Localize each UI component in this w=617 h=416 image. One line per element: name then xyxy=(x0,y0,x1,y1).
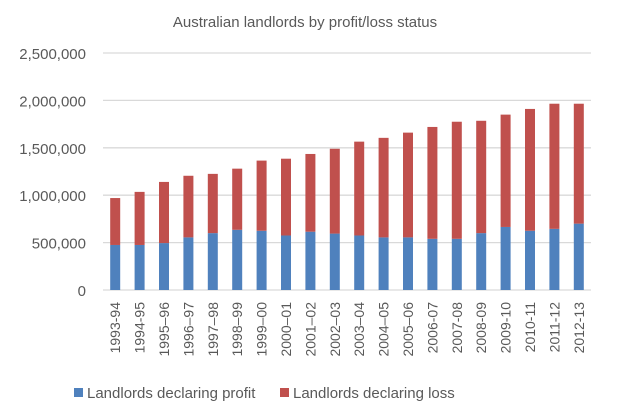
bars xyxy=(110,103,584,290)
y-tick-label: 1,500,000 xyxy=(19,141,86,158)
bar-loss xyxy=(134,191,145,245)
bar-profit xyxy=(500,226,511,290)
bar-loss xyxy=(256,160,267,231)
bar-profit xyxy=(305,231,316,290)
x-tick-label: 2010-11 xyxy=(522,302,538,353)
y-tick-label: 500,000 xyxy=(32,236,86,253)
x-axis-tick-labels: 1993-94 1994-95 1995–96 1996–97 1997–98 1998–… xyxy=(107,302,587,357)
bar-loss xyxy=(281,158,291,236)
legend-item: Landlords declaring profit xyxy=(74,385,256,402)
bar-loss xyxy=(500,114,511,227)
gridlines xyxy=(103,52,591,291)
x-tick-label: 2007-08 xyxy=(449,302,465,354)
legend-swatch xyxy=(74,388,83,397)
x-tick-label: 2012-13 xyxy=(571,302,587,354)
legend-label: Landlords declaring loss xyxy=(293,385,455,402)
bar-profit xyxy=(549,228,560,290)
bar-loss xyxy=(183,175,194,238)
bar-loss xyxy=(329,148,340,234)
bar-loss xyxy=(525,108,535,231)
bar-loss xyxy=(110,198,121,245)
x-tick-label: 1998–99 xyxy=(229,302,245,357)
bar-loss xyxy=(378,137,389,238)
bar-profit xyxy=(451,238,462,290)
bar-loss xyxy=(207,173,218,234)
bar-profit xyxy=(183,237,194,290)
bar-profit xyxy=(329,233,340,290)
x-tick-label: 1999–00 xyxy=(254,302,270,357)
bar-loss xyxy=(354,141,365,236)
x-tick-label: 2004–05 xyxy=(376,302,392,357)
legend: Landlords declaring profit Landlords decl… xyxy=(74,385,455,402)
x-tick-label: 2008-09 xyxy=(473,302,489,354)
bar-loss xyxy=(451,121,462,239)
bar-profit xyxy=(525,230,535,290)
x-tick-label: 2002–03 xyxy=(327,302,343,357)
bar-loss xyxy=(159,181,169,244)
x-tick-label: 2005–06 xyxy=(400,302,416,357)
bar-profit xyxy=(476,233,487,290)
bar-profit xyxy=(207,233,218,290)
y-tick-label: 1,000,000 xyxy=(19,188,86,205)
legend-item: Landlords declaring loss xyxy=(280,385,455,402)
x-tick-label: 2006-07 xyxy=(424,302,440,354)
bar-profit xyxy=(354,235,365,290)
bar-loss xyxy=(305,153,316,232)
legend-label: Landlords declaring profit xyxy=(87,385,256,402)
bar-profit xyxy=(573,223,584,290)
chart-title: Australian landlords by profit/loss stat… xyxy=(173,14,437,31)
bar-profit xyxy=(256,230,267,290)
bar-profit xyxy=(403,237,413,290)
x-tick-label: 1994-95 xyxy=(132,302,148,354)
x-tick-label: 2009-10 xyxy=(498,302,514,354)
legend-swatch xyxy=(280,388,289,397)
bar-profit xyxy=(232,229,243,290)
x-tick-label: 1997–98 xyxy=(205,302,221,357)
y-tick-label: 0 xyxy=(78,283,86,300)
y-tick-label: 2,500,000 xyxy=(19,46,86,63)
bar-loss xyxy=(403,132,413,238)
x-tick-label: 2003–04 xyxy=(351,302,367,357)
bar-profit xyxy=(281,235,291,290)
y-axis-tick-labels: 0 500,000 1,000,000 1,500,000 2,000,000 2,500… xyxy=(19,46,86,300)
bar-loss xyxy=(232,168,243,230)
x-tick-label: 2011-12 xyxy=(546,302,562,353)
bar-loss xyxy=(427,126,438,239)
bar-profit xyxy=(159,243,169,290)
x-tick-label: 1996–97 xyxy=(180,302,196,357)
bar-loss xyxy=(476,120,487,234)
bar-loss xyxy=(549,103,560,229)
x-tick-label: 1993-94 xyxy=(107,302,123,354)
x-tick-label: 2001–02 xyxy=(302,302,318,357)
y-tick-label: 2,000,000 xyxy=(19,93,86,110)
bar-loss xyxy=(573,103,584,224)
bar-profit xyxy=(110,244,121,290)
bar-profit xyxy=(427,238,438,290)
x-tick-label: 2000–01 xyxy=(278,302,294,357)
x-tick-label: 1995–96 xyxy=(156,302,172,357)
bar-profit xyxy=(378,237,389,290)
bar-profit xyxy=(134,244,145,290)
